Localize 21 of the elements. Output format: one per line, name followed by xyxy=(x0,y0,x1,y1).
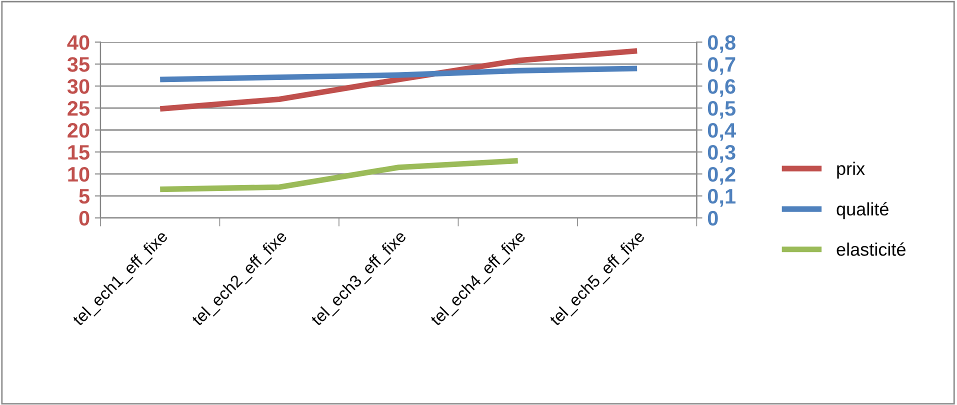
y2-tick-label: 0,6 xyxy=(708,79,736,97)
y-tick-label: 15 xyxy=(68,145,90,160)
y2-tick-label: 0,3 xyxy=(708,144,736,163)
y-tick-label: 25 xyxy=(68,101,90,116)
y2-tick-label: 0,1 xyxy=(708,188,736,207)
y2-tick-label: 0,5 xyxy=(708,101,736,119)
legend-label: elasticité xyxy=(836,242,906,256)
y-tick-label: 40 xyxy=(67,35,90,50)
y-tick-label: 10 xyxy=(68,166,90,182)
y-tick-label: 20 xyxy=(68,123,90,138)
y-tick-label: 30 xyxy=(67,79,90,94)
y-tick-label: 35 xyxy=(67,57,90,72)
legend-label: prix xyxy=(837,162,865,179)
y-tick-label: 5 xyxy=(79,189,90,204)
y2-tick-label: 0 xyxy=(708,210,718,226)
y2-tick-label: 0,4 xyxy=(708,123,736,141)
legend-label: qualité xyxy=(836,202,888,220)
y2-tick-label: 0,8 xyxy=(708,35,736,53)
y-tick-label: 0 xyxy=(79,210,90,226)
y2-tick-label: 0,7 xyxy=(708,57,736,75)
y2-tick-label: 0,2 xyxy=(708,166,736,185)
